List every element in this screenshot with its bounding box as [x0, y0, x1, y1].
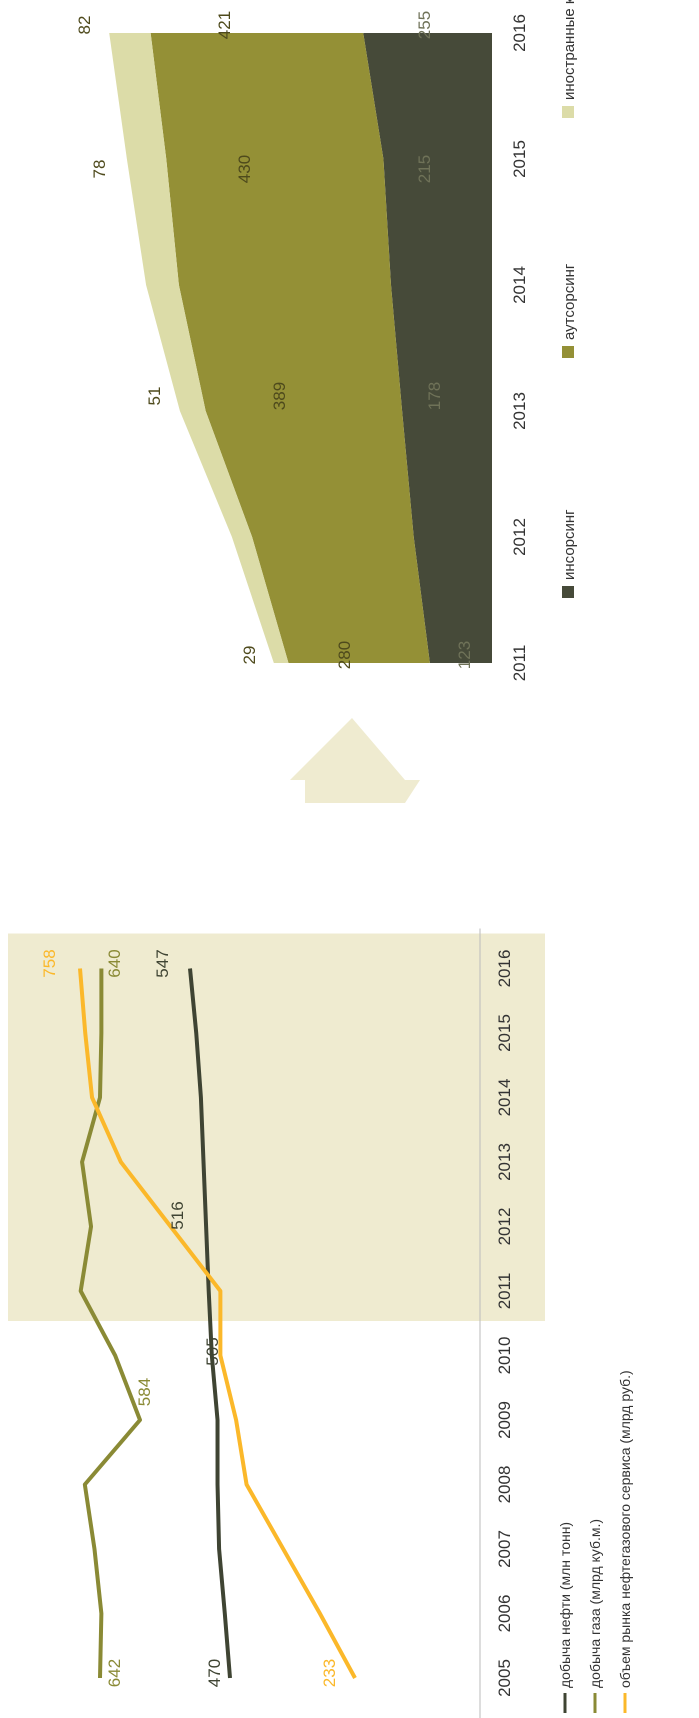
area-data-label-255: 255 — [415, 11, 434, 39]
area-data-label-421: 421 — [215, 11, 234, 39]
area-data-label-78: 78 — [90, 160, 109, 179]
area-data-label-123: 123 — [455, 641, 474, 669]
data-label-547: 547 — [153, 949, 172, 977]
area-legend-label-insourcing: инсорсинг — [561, 509, 578, 580]
legend-label-oil: добыча нефти (млн тонн) — [557, 1522, 573, 1688]
legend-label-gas: добыча газа (млрд куб.м.) — [587, 1519, 603, 1688]
area-legend-label-outsourcing: аутсорсинг — [561, 263, 578, 340]
data-label-584: 584 — [135, 1378, 154, 1406]
area-x-tick-label-2016: 2016 — [510, 14, 529, 52]
area-legend-label-foreign: иностранные компании — [561, 0, 578, 100]
legend-label-service: объем рынка нефтегазового сервиса (млрд … — [617, 1370, 633, 1688]
area-data-label-389: 389 — [270, 382, 289, 410]
x-tick-label-2007: 2007 — [495, 1530, 514, 1568]
area-x-tick-label-2013: 2013 — [510, 392, 529, 430]
x-tick-label-2009: 2009 — [495, 1401, 514, 1439]
x-tick-label-2010: 2010 — [495, 1337, 514, 1375]
data-label-505: 505 — [203, 1337, 222, 1365]
x-tick-label-2015: 2015 — [495, 1014, 514, 1052]
line-chart: 2005 2006 2007 2008 2009 2010 2011 2012 2013 2014… — [8, 928, 633, 1718]
data-label-758: 758 — [40, 949, 59, 977]
transition-arrow — [290, 718, 420, 803]
area-legend-swatch-insourcing — [562, 586, 574, 598]
highlight-band — [8, 933, 545, 1321]
area-data-label-82: 82 — [75, 16, 94, 35]
stacked-area-chart: 2011 2012 2013 2014 2015 2016 123 280 29 178 389 51… — [75, 0, 578, 681]
x-tick-label-2008: 2008 — [495, 1466, 514, 1504]
data-label-642: 642 — [105, 1659, 124, 1687]
area-x-tick-label-2011: 2011 — [510, 645, 529, 682]
x-tick-label-2014: 2014 — [495, 1079, 514, 1117]
series-line-service — [78, 968, 357, 1679]
area-x-tick-label-2014: 2014 — [510, 266, 529, 304]
area-data-label-29: 29 — [240, 646, 259, 665]
x-tick-label-2012: 2012 — [495, 1208, 514, 1246]
area-insourcing — [363, 33, 492, 663]
x-tick-label-2011: 2011 — [495, 1273, 514, 1310]
x-tick-label-2016: 2016 — [495, 950, 514, 988]
area-x-tick-label-2015: 2015 — [510, 140, 529, 178]
area-data-label-430: 430 — [235, 155, 254, 183]
area-data-label-215: 215 — [415, 155, 434, 183]
x-tick-label-2013: 2013 — [495, 1143, 514, 1181]
series-line-oil — [188, 968, 232, 1679]
arrow-shape — [290, 718, 420, 803]
area-data-label-280: 280 — [335, 641, 354, 669]
data-label-640: 640 — [105, 949, 124, 977]
x-tick-label-2006: 2006 — [495, 1595, 514, 1633]
area-legend-swatch-outsourcing — [562, 346, 574, 358]
x-tick-label-2005: 2005 — [495, 1659, 514, 1697]
chart-frame: 2011 2012 2013 2014 2015 2016 123 280 29 178 389 51… — [8, 0, 633, 1718]
series-line-gas — [78, 968, 142, 1679]
area-data-label-51: 51 — [145, 387, 164, 406]
data-label-233: 233 — [320, 1659, 339, 1687]
area-legend-swatch-foreign — [562, 106, 574, 118]
area-foreign — [109, 33, 289, 663]
data-label-470: 470 — [205, 1659, 224, 1687]
area-x-tick-label-2012: 2012 — [510, 518, 529, 556]
data-label-516: 516 — [168, 1201, 187, 1229]
area-outsourcing — [150, 33, 430, 663]
area-data-label-178: 178 — [425, 382, 444, 410]
